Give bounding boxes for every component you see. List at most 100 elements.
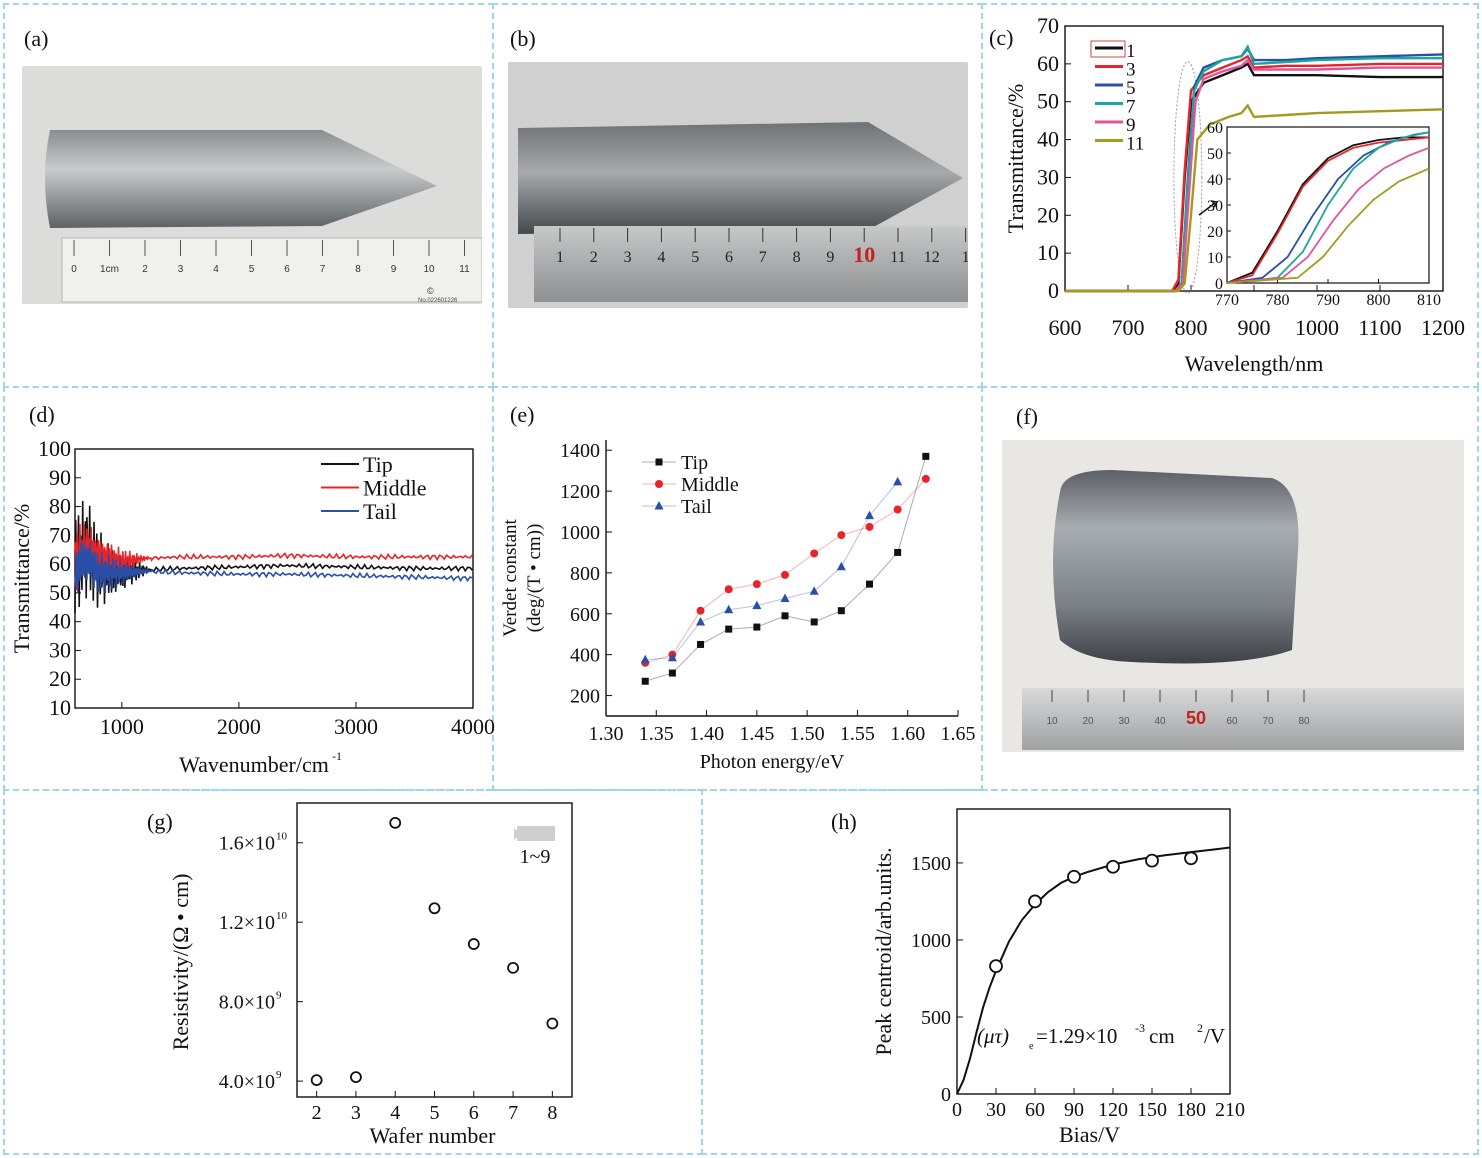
- point-Tip: [753, 623, 761, 631]
- mu-tau-annotation: (μτ) e =1.29×10 -3 cm 2/V: [977, 1021, 1225, 1052]
- x-tick-label: 800: [1175, 315, 1208, 340]
- x-tick-label: 1.40: [689, 723, 724, 745]
- point-Tip: [865, 580, 873, 588]
- data-point: [546, 1017, 559, 1030]
- ruler-b-label: 5: [691, 249, 699, 266]
- legend-text: 1~9: [520, 846, 551, 868]
- y-tick-label: 10: [49, 695, 71, 720]
- y-tick-label: 0: [941, 1084, 951, 1106]
- x-tick-label: 3000: [334, 714, 378, 739]
- x-axis-label: Bias/V: [1059, 1122, 1120, 1147]
- point-Tip: [641, 677, 649, 685]
- y-axis-label-line2: (deg/(T • cm)): [524, 524, 545, 633]
- legend-label-Middle: Middle: [363, 476, 427, 501]
- annotation-unit-exponent: 2: [1197, 1021, 1203, 1035]
- data-point: [428, 902, 441, 915]
- photo-ingot-a: 0 1cm 2 3 4 5 6 7 8 9 10 11 © No.022601226: [22, 66, 482, 304]
- x-tick-label: 1.60: [890, 723, 925, 745]
- inset-x-tick-label: 780: [1266, 292, 1290, 309]
- legend-label-Middle: Middle: [681, 474, 739, 496]
- chart-panel-g: (g)2 3 4 5 6 7 84.0×10 98.0×10 91.2×10 101.6×10 10…: [147, 802, 573, 1148]
- panel-label-d: (d): [29, 402, 55, 427]
- y-tick-label: 50: [1037, 89, 1059, 114]
- chart-panel-c: (c)600 700 800 900 1000 1100 12000102030405060…: [989, 13, 1465, 376]
- ruler-b-label: 8: [793, 249, 801, 266]
- point-Tip: [894, 548, 902, 556]
- point-Tip: [781, 612, 789, 620]
- y-tick-label: 40: [49, 609, 71, 634]
- ruler-a-mark: ©: [427, 286, 434, 296]
- y-tick-label: 1.6×10: [219, 833, 275, 855]
- point-Tail: [640, 654, 650, 664]
- legend-label-Tip: Tip: [363, 452, 393, 477]
- frame-panel-h: [701, 789, 1479, 1155]
- inset-series-line: [1226, 131, 1430, 284]
- chart-panel-e: (e) 1.30 1.35 1.40 1.45 1.50 1.55 1.60 1.65 200 40…: [500, 402, 976, 773]
- inset-series-line: [1226, 146, 1430, 284]
- x-tick-label: 30: [986, 1099, 1006, 1121]
- inset-y-tick-label: 60: [1207, 120, 1223, 137]
- y-tick-label: 20: [49, 666, 71, 691]
- y-tick-label: 8.0×10: [219, 992, 275, 1014]
- panel-label-c: (c): [989, 25, 1013, 50]
- ruler-f-label: 70: [1262, 716, 1274, 727]
- legend-label-7: 7: [1126, 97, 1136, 118]
- ruler-b-label: 2: [590, 249, 598, 266]
- x-tick-label: 3: [351, 1102, 361, 1124]
- series-line-3: [1065, 54, 1443, 293]
- legend-marker-Middle: [655, 480, 663, 488]
- ingot-b-illustration: 1 2 3 4 5 6 7 8 9 10 11 12 1: [518, 122, 968, 302]
- ruler-a-label: 0: [71, 264, 77, 275]
- y-axis-label: Transmittance/%: [9, 504, 34, 654]
- y-tick-label-exponent: 10: [276, 831, 288, 843]
- x-tick-label: 700: [1112, 315, 1145, 340]
- legend-label-3: 3: [1126, 60, 1136, 81]
- data-point: [507, 961, 519, 974]
- y-tick-label: 400: [570, 645, 600, 667]
- ruler-f-label: 30: [1118, 716, 1130, 727]
- ruler-f-label: 40: [1154, 716, 1166, 727]
- inset-series-line: [1226, 167, 1430, 284]
- point-Middle: [781, 570, 790, 579]
- chart-panel-h: (h) 0 30 60 90 120 150 180 210 0 500 1000 1500 Bias/V…: [831, 808, 1245, 1147]
- data-point: [1028, 894, 1042, 909]
- y-axis-label-line1: Verdet constant: [500, 518, 521, 636]
- legend-label-5: 5: [1126, 78, 1136, 99]
- y-tick-label: 30: [1037, 164, 1059, 189]
- y-axis-label: Peak centroid/arb.units.: [871, 847, 896, 1055]
- data-point: [1067, 869, 1081, 884]
- x-axis-label: Wavenumber/cm: [179, 752, 329, 777]
- ruler-a-label: 2: [142, 264, 148, 275]
- x-tick-label: 1000: [100, 714, 144, 739]
- ruler-f-label: 60: [1226, 716, 1238, 727]
- ruler-f-label: 80: [1298, 716, 1310, 727]
- point-Middle: [921, 474, 930, 483]
- inset-y-tick-label: 40: [1207, 172, 1223, 189]
- point-Tip: [810, 618, 818, 626]
- y-tick-label: 200: [570, 686, 600, 708]
- y-tick-label: 1500: [911, 853, 951, 875]
- x-tick-label: 0: [952, 1099, 962, 1121]
- x-tick-label: 1000: [1295, 315, 1339, 340]
- annotation-exponent: -3: [1135, 1021, 1145, 1035]
- y-tick-label: 600: [570, 604, 600, 626]
- point-Middle: [696, 606, 705, 615]
- x-tick-label: 1.30: [589, 723, 624, 745]
- series-line-7: [1065, 44, 1443, 293]
- ruler-a-label: 6: [284, 264, 290, 275]
- y-axis-label: Resistivity/(Ω • cm): [168, 874, 193, 1051]
- point-Tail: [836, 561, 846, 571]
- data-point: [1106, 859, 1120, 874]
- chart-h-plot-frame: [956, 808, 1231, 1095]
- legend-label-1: 1: [1126, 41, 1136, 62]
- series-line-9: [1065, 58, 1443, 293]
- y-tick-label: 1200: [560, 481, 600, 503]
- x-tick-label: 4000: [451, 714, 495, 739]
- legend-highlight-box: [1090, 40, 1126, 58]
- point-Tail: [809, 586, 819, 595]
- point-Middle: [752, 580, 761, 589]
- legend-label-Tail: Tail: [681, 496, 712, 518]
- y-tick-label: 1000: [911, 930, 951, 952]
- ruler-b-label: 1: [962, 249, 968, 266]
- legend-label-Tip: Tip: [681, 452, 708, 474]
